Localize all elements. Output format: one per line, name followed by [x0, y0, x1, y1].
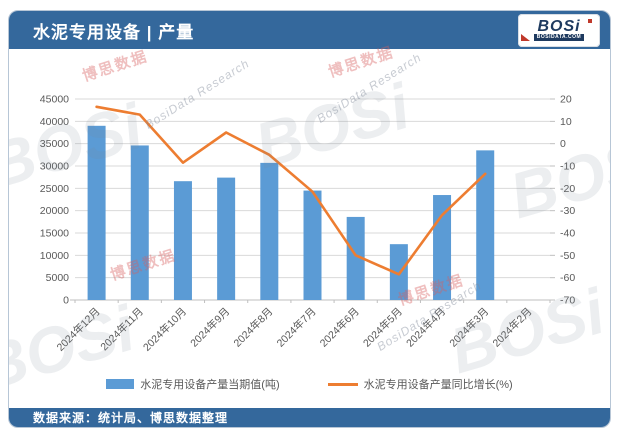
right-axis-label: -20 — [560, 183, 575, 195]
right-axis-label: -10 — [560, 161, 575, 173]
right-axis-label: -30 — [560, 205, 575, 217]
legend-item-bar: 水泥专用设备产量当期值(吨) — [106, 376, 280, 392]
bar-2024年8月 — [260, 162, 279, 300]
combo-chart: 45000 20 40000 10 35000 0 30000 -10 25000 -20 2000… — [40, 94, 576, 354]
x-axis-label: 2024年7月 — [274, 305, 319, 350]
left-axis-label: 20000 — [40, 205, 69, 217]
bar-2024年5月 — [389, 244, 408, 300]
right-axis-label: -60 — [560, 272, 575, 284]
x-axis-label: 2024年10月 — [140, 305, 189, 354]
x-axis-label: 2024年8月 — [231, 305, 276, 350]
bar-2024年3月 — [476, 150, 495, 300]
bar-2024年9月 — [217, 177, 236, 300]
bar-2024年11月 — [130, 145, 149, 300]
legend-label-line: 水泥专用设备产量同比增长(%) — [363, 379, 513, 391]
right-axis-label: -70 — [560, 295, 575, 307]
left-axis-label: 15000 — [40, 228, 69, 240]
x-axis-label: 2024年11月 — [98, 305, 146, 353]
bar-2024年12月 — [87, 125, 106, 300]
bar-2024年7月 — [303, 190, 322, 300]
left-axis-label: 25000 — [40, 183, 69, 195]
header-bar: 水泥专用设备 | 产量 BOSi BOSIDATA.COM — [9, 11, 610, 49]
x-axis-label: 2024年9月 — [188, 305, 233, 350]
left-axis-label: 35000 — [40, 138, 69, 150]
x-axis-label: 2024年4月 — [403, 305, 448, 350]
right-axis-label: 0 — [560, 138, 566, 150]
left-axis-label: 5000 — [46, 272, 70, 284]
legend-label-bar: 水泥专用设备产量当期值(吨) — [140, 379, 280, 391]
left-axis-label: 10000 — [40, 250, 69, 262]
footer-bar: 数据来源：统计局、博思数据整理 — [9, 408, 610, 427]
left-axis-label: 40000 — [40, 116, 69, 128]
growth-line — [95, 105, 487, 276]
right-axis-label: 20 — [560, 94, 572, 106]
x-axis-label: 2024年6月 — [317, 305, 362, 350]
bar-2024年10月 — [173, 181, 192, 300]
logo-text: BOSi — [537, 18, 581, 35]
x-axis-label: 2024年12月 — [54, 305, 103, 354]
bar-series-swatch-icon — [106, 379, 135, 389]
right-axis-label: -40 — [560, 228, 575, 240]
line-series-swatch-icon — [327, 382, 358, 386]
x-axis-label: 2024年2月 — [490, 305, 535, 350]
chart-legend: 水泥专用设备产量当期值(吨) 水泥专用设备产量同比增长(%) — [9, 376, 610, 392]
logo-dot-icon — [588, 18, 592, 23]
data-source-text: 数据来源：统计局、博思数据整理 — [33, 411, 229, 425]
page-title: 水泥专用设备 | 产量 — [33, 22, 195, 42]
chart-region: 博思数据 博思数据 博思数据 博思数据 BosiData Research Bo… — [9, 44, 610, 408]
left-axis-label: 30000 — [40, 161, 69, 173]
logo-domain: BOSIDATA.COM — [533, 34, 585, 41]
legend-item-line: 水泥专用设备产量同比增长(%) — [327, 376, 513, 392]
left-axis-label: 0 — [63, 295, 69, 307]
bar-2024年6月 — [346, 216, 365, 300]
left-axis-label: 45000 — [40, 94, 69, 106]
right-axis-label: -50 — [560, 250, 575, 262]
bosi-logo: BOSi BOSIDATA.COM — [518, 13, 600, 47]
right-axis-label: 10 — [560, 116, 572, 128]
report-card: 水泥专用设备 | 产量 BOSi BOSIDATA.COM 博思数据 博思数据 … — [8, 10, 611, 428]
x-axis-label: 2024年3月 — [447, 305, 492, 350]
logo-triangle-icon — [521, 33, 530, 41]
x-axis-label: 2024年5月 — [360, 305, 405, 350]
